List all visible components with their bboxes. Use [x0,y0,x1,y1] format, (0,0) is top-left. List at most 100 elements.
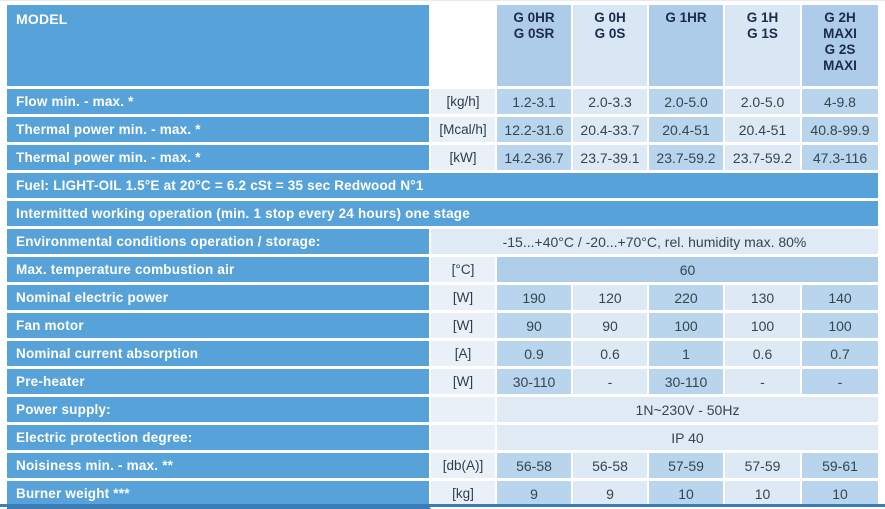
model-name: G 0SR [513,26,555,41]
value-cell: 4-9.8 [802,89,878,117]
value-cell: 0.9 [497,341,573,369]
model-name: G 0H [594,10,626,25]
model-name: G 0HR [513,10,555,25]
unit-cell: [A] [431,341,497,369]
value-cell: 90 [573,313,649,341]
table-row-intermitted: Intermitted working operation (min. 1 st… [7,201,878,229]
unit-cell: [kW] [431,145,497,173]
table-row-pre-heater: Pre-heater [W] 30-110 - 30-110 - - [7,369,878,397]
row-label: Power supply: [7,397,431,425]
table-row-protection-degree: Electric protection degree: IP 40 [7,425,878,453]
value-cell: 20.4-51 [649,117,725,145]
value-cell: 57-59 [725,453,802,481]
unit-cell: [W] [431,285,497,313]
row-label: Electric protection degree: [7,425,431,453]
value-cell: 0.6 [573,341,649,369]
span-value-cell: 60 [497,257,878,285]
value-cell: 120 [573,285,649,313]
value-cell: 23.7-59.2 [649,145,725,173]
unit-cell: [Mcal/h] [431,117,497,145]
model-name: MAXI [823,58,857,73]
row-label: Nominal current absorption [7,341,431,369]
value-cell: 30-110 [649,369,725,397]
unit-cell: [°C] [431,257,497,285]
value-cell: 59-61 [802,453,878,481]
model-name: G 0S [594,26,626,41]
table-row-electric-power: Nominal electric power [W] 190 120 220 1… [7,285,878,313]
table-row-noisiness: Noisiness min. - max. ** [db(A)] 56-58 5… [7,453,878,481]
row-label: Pre-heater [7,369,431,397]
model-name: G 2S [824,42,856,57]
value-cell: 2.0-5.0 [649,89,725,117]
value-cell: 56-58 [573,453,649,481]
row-label: Flow min. - max. * [7,89,431,117]
value-cell: 0.7 [802,341,878,369]
table-row-thermal-kw: Thermal power min. - max. * [kW] 14.2-36… [7,145,878,173]
row-label: Max. temperature combustion air [7,257,431,285]
model-name: G 1HR [665,10,707,25]
table-row-max-temp: Max. temperature combustion air [°C] 60 [7,257,878,285]
value-cell: 1 [649,341,725,369]
row-label: Environmental conditions operation / sto… [7,229,431,257]
value-cell: 2.0-3.3 [573,89,649,117]
table-row-fuel: Fuel: LIGHT-OIL 1.5°E at 20°C = 6.2 cSt … [7,173,878,201]
value-cell: 40.8-99.9 [802,117,878,145]
model-name: G 2H [824,10,856,25]
value-cell: 130 [725,285,802,313]
model-header-cell: MODEL [7,5,431,89]
value-cell: - [573,369,649,397]
value-cell: 23.7-39.1 [573,145,649,173]
column-header-g1h: G 1H G 1S [725,5,802,89]
header-row: MODEL G 0HR G 0SR G 0H G 0S G 1HR G 1H G… [7,5,878,89]
table-bottom-rule [0,504,885,507]
row-label: Thermal power min. - max. * [7,117,431,145]
burner-spec-table: MODEL G 0HR G 0SR G 0H G 0S G 1HR G 1H G… [7,5,878,509]
model-name: G 1H [746,10,779,25]
row-label: Nominal electric power [7,285,431,313]
column-header-g2h-maxi: G 2H MAXI G 2S MAXI [802,5,878,89]
value-cell: 140 [802,285,878,313]
table-row-thermal-mcal: Thermal power min. - max. * [Mcal/h] 12.… [7,117,878,145]
column-header-g1hr: G 1HR [649,5,725,89]
value-cell: 100 [649,313,725,341]
column-header-g0h: G 0H G 0S [573,5,649,89]
value-cell: 20.4-33.7 [573,117,649,145]
value-cell: 57-59 [649,453,725,481]
value-cell: 30-110 [497,369,573,397]
value-cell: 56-58 [497,453,573,481]
unit-cell: [kg/h] [431,89,497,117]
span-value-cell: 1N~230V - 50Hz [497,397,878,425]
table-row-power-supply: Power supply: 1N~230V - 50Hz [7,397,878,425]
span-value-cell: -15...+40°C / -20...+70°C, rel. humidity… [431,229,878,257]
table-row-flow: Flow min. - max. * [kg/h] 1.2-3.1 2.0-3.… [7,89,878,117]
model-name: MAXI [823,26,857,41]
table-row-current: Nominal current absorption [A] 0.9 0.6 1… [7,341,878,369]
unit-cell: [W] [431,369,497,397]
value-cell: - [802,369,878,397]
value-cell: 2.0-5.0 [725,89,802,117]
full-width-note: Intermitted working operation (min. 1 st… [7,201,878,229]
unit-cell [431,425,497,453]
full-width-note: Fuel: LIGHT-OIL 1.5°E at 20°C = 6.2 cSt … [7,173,878,201]
value-cell: 23.7-59.2 [725,145,802,173]
value-cell: 12.2-31.6 [497,117,573,145]
model-name: G 1S [747,26,778,41]
row-label: Thermal power min. - max. * [7,145,431,173]
value-cell: 0.6 [725,341,802,369]
value-cell: - [725,369,802,397]
unit-header-cell [431,5,497,89]
value-cell: 100 [725,313,802,341]
value-cell: 20.4-51 [725,117,802,145]
column-header-g0hr: G 0HR G 0SR [497,5,573,89]
row-label: Fan motor [7,313,431,341]
unit-cell: [db(A)] [431,453,497,481]
unit-cell [431,397,497,425]
unit-cell: [W] [431,313,497,341]
table-row-environmental: Environmental conditions operation / sto… [7,229,878,257]
row-label: Noisiness min. - max. ** [7,453,431,481]
value-cell: 90 [497,313,573,341]
span-value-cell: IP 40 [497,425,878,453]
value-cell: 190 [497,285,573,313]
value-cell: 47.3-116 [802,145,878,173]
